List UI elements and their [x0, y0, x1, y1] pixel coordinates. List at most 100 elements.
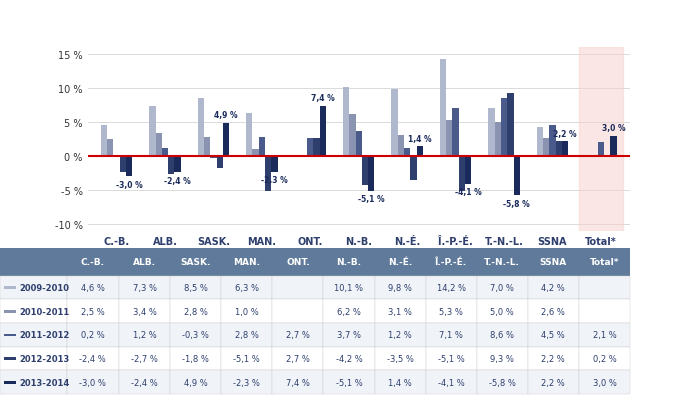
Text: Î.-P.-É.: Î.-P.-É.: [435, 258, 467, 267]
Bar: [440, 60, 446, 157]
Text: 9,3 %: 9,3 %: [490, 354, 514, 363]
FancyBboxPatch shape: [477, 249, 528, 276]
Text: C.-B.: C.-B.: [80, 258, 105, 267]
Bar: [543, 139, 550, 157]
Bar: [120, 157, 126, 173]
Text: 2011-2012: 2011-2012: [20, 330, 70, 340]
FancyBboxPatch shape: [119, 323, 170, 347]
FancyBboxPatch shape: [477, 371, 528, 394]
Text: -2,4 %: -2,4 %: [79, 354, 106, 363]
Text: -5,1 %: -5,1 %: [358, 194, 385, 204]
FancyBboxPatch shape: [579, 371, 630, 394]
FancyBboxPatch shape: [579, 347, 630, 371]
FancyBboxPatch shape: [374, 347, 426, 371]
FancyBboxPatch shape: [579, 300, 630, 323]
FancyBboxPatch shape: [272, 300, 323, 323]
Text: SASK.: SASK.: [181, 258, 211, 267]
FancyBboxPatch shape: [374, 249, 426, 276]
FancyBboxPatch shape: [66, 323, 119, 347]
Text: -5,1 %: -5,1 %: [335, 378, 363, 387]
FancyBboxPatch shape: [323, 249, 375, 276]
FancyBboxPatch shape: [272, 276, 323, 300]
FancyBboxPatch shape: [374, 371, 426, 394]
Text: 2,6 %: 2,6 %: [541, 307, 566, 316]
Bar: [452, 109, 458, 157]
FancyBboxPatch shape: [272, 371, 323, 394]
FancyBboxPatch shape: [426, 300, 477, 323]
FancyBboxPatch shape: [0, 323, 66, 347]
Text: 2010-2011: 2010-2011: [20, 307, 70, 316]
FancyBboxPatch shape: [4, 381, 16, 384]
Bar: [204, 138, 210, 157]
Text: -5,8 %: -5,8 %: [503, 199, 530, 209]
Bar: [162, 148, 168, 157]
Text: 2,2 %: 2,2 %: [542, 354, 565, 363]
Text: 2013-2014: 2013-2014: [20, 378, 70, 387]
Bar: [579, 48, 623, 231]
FancyBboxPatch shape: [170, 300, 221, 323]
Text: -2,4 %: -2,4 %: [131, 378, 158, 387]
Bar: [489, 109, 495, 157]
Bar: [216, 157, 223, 169]
FancyBboxPatch shape: [221, 347, 272, 371]
Bar: [272, 157, 278, 172]
Bar: [508, 93, 514, 157]
Text: 5,3 %: 5,3 %: [439, 307, 463, 316]
FancyBboxPatch shape: [528, 371, 579, 394]
Text: 6,3 %: 6,3 %: [234, 284, 259, 292]
Bar: [253, 150, 259, 157]
FancyBboxPatch shape: [119, 300, 170, 323]
Text: -2,7 %: -2,7 %: [131, 354, 158, 363]
Text: 7,0 %: 7,0 %: [490, 284, 514, 292]
Bar: [197, 99, 204, 157]
FancyBboxPatch shape: [170, 371, 221, 394]
FancyBboxPatch shape: [477, 323, 528, 347]
Bar: [556, 142, 562, 157]
Bar: [562, 142, 568, 157]
Bar: [246, 114, 253, 157]
FancyBboxPatch shape: [272, 347, 323, 371]
Text: 0,2 %: 0,2 %: [593, 354, 616, 363]
Text: -3,5 %: -3,5 %: [386, 354, 414, 363]
FancyBboxPatch shape: [477, 347, 528, 371]
Bar: [398, 136, 404, 157]
Bar: [126, 157, 132, 177]
FancyBboxPatch shape: [66, 276, 119, 300]
Bar: [149, 107, 155, 157]
FancyBboxPatch shape: [0, 300, 66, 323]
Bar: [155, 134, 162, 157]
Text: 7,4 %: 7,4 %: [311, 94, 335, 103]
Bar: [356, 132, 362, 157]
FancyBboxPatch shape: [323, 276, 375, 300]
FancyBboxPatch shape: [0, 249, 66, 276]
FancyBboxPatch shape: [66, 300, 119, 323]
Text: 7,4 %: 7,4 %: [286, 378, 310, 387]
Text: 2,5 %: 2,5 %: [81, 307, 104, 316]
Text: -3,0 %: -3,0 %: [79, 378, 106, 387]
Text: 4,9 %: 4,9 %: [184, 378, 207, 387]
FancyBboxPatch shape: [426, 276, 477, 300]
Text: 9,8 %: 9,8 %: [388, 284, 412, 292]
Text: Total*: Total*: [589, 258, 620, 267]
FancyBboxPatch shape: [66, 347, 119, 371]
Text: 3,0 %: 3,0 %: [592, 378, 617, 387]
Text: 4,2 %: 4,2 %: [542, 284, 565, 292]
Text: 2,2 %: 2,2 %: [542, 378, 565, 387]
Text: 3,4 %: 3,4 %: [132, 307, 157, 316]
FancyBboxPatch shape: [323, 347, 375, 371]
FancyBboxPatch shape: [4, 357, 16, 360]
FancyBboxPatch shape: [119, 276, 170, 300]
FancyBboxPatch shape: [66, 249, 119, 276]
Text: 0,2 %: 0,2 %: [81, 330, 104, 340]
FancyBboxPatch shape: [119, 249, 170, 276]
Bar: [514, 157, 520, 196]
Text: 5,0 %: 5,0 %: [491, 307, 514, 316]
Text: 2009-2010: 2009-2010: [20, 284, 69, 292]
Bar: [604, 155, 610, 157]
Bar: [223, 124, 229, 157]
Text: 3,1 %: 3,1 %: [388, 307, 412, 316]
Bar: [550, 126, 556, 157]
Bar: [537, 128, 543, 157]
Text: 4,5 %: 4,5 %: [542, 330, 565, 340]
Text: -5,1 %: -5,1 %: [438, 354, 465, 363]
